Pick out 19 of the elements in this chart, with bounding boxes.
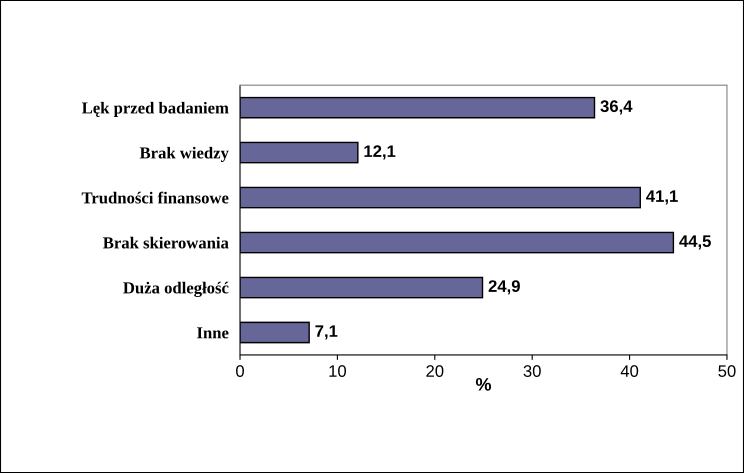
data-label: 44,5 (679, 235, 711, 250)
data-label: 7,1 (315, 325, 338, 340)
x-tick-label: 0 (236, 365, 244, 377)
data-label: 36,4 (600, 100, 632, 115)
x-tick-label: 10 (329, 365, 346, 377)
data-label: 12,1 (364, 145, 396, 160)
y-tick-label: Lęk przed badaniem (82, 102, 229, 117)
x-axis-title: % (476, 378, 492, 391)
x-tick-label: 40 (620, 365, 638, 377)
y-tick-label: Duża odległość (123, 282, 228, 297)
x-tick-label: 30 (524, 365, 541, 377)
data-label: 41,1 (646, 190, 678, 204)
y-tick-label: Trudności finansowe (82, 192, 228, 204)
y-tick-label: Brak skierowania (103, 236, 229, 248)
y-tick-label: Brak wiedzy (140, 146, 229, 162)
x-tick-label: 50 (718, 365, 736, 377)
x-tick-label: 20 (426, 365, 444, 377)
data-label: 24,9 (488, 280, 520, 294)
y-tick-label: Inne (197, 327, 228, 338)
